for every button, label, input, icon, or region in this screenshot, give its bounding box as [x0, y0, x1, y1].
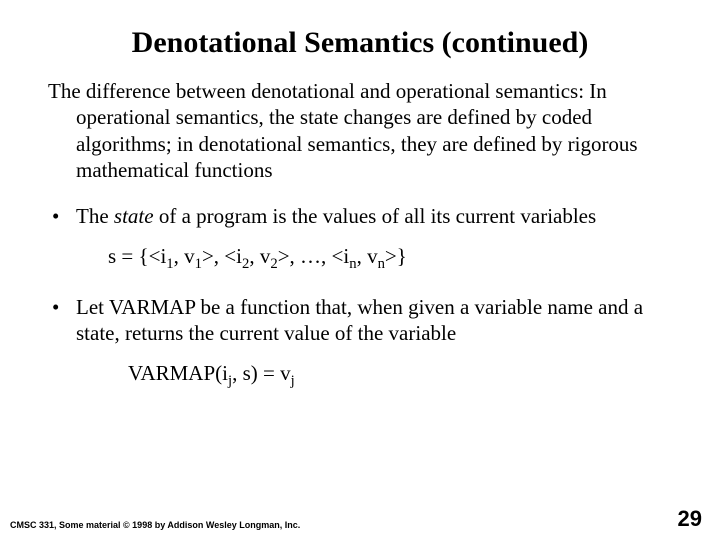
varmap-formula: VARMAP(ij, s) = vj	[128, 360, 672, 391]
intro-text: The difference between denotational and …	[48, 78, 672, 183]
slide: Denotational Semantics (continued) The d…	[0, 0, 720, 540]
footer-copyright: CMSC 331, Some material © 1998 by Addiso…	[10, 520, 300, 530]
bullet1-pre: The	[76, 204, 114, 228]
bullet1-state-word: state	[114, 204, 154, 228]
bullet-state: The state of a program is the values of …	[48, 203, 672, 229]
bullet1-post: of a program is the values of all its cu…	[154, 204, 597, 228]
state-formula: s = {<i1, v1>, <i2, v2>, …, <in, vn>}	[108, 243, 672, 274]
intro-paragraph: The difference between denotational and …	[48, 78, 672, 183]
bullet-varmap: Let VARMAP be a function that, when give…	[48, 294, 672, 347]
slide-title: Denotational Semantics (continued)	[48, 26, 672, 60]
page-number: 29	[678, 506, 702, 532]
